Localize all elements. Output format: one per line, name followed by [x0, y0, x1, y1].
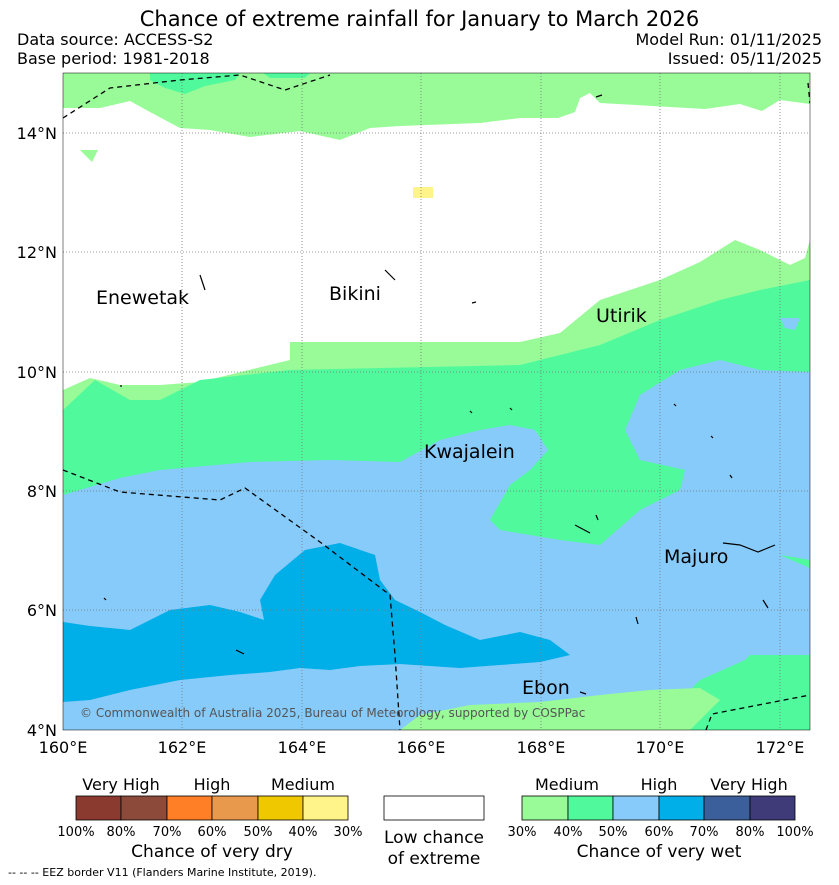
wet-pct-label: 70%: [690, 825, 719, 840]
lon-tick: 172°E: [756, 738, 805, 757]
lat-tick: 6°N: [27, 601, 57, 620]
place-label-ebon: Ebon: [522, 677, 570, 699]
lon-tick: 170°E: [636, 738, 685, 757]
wet-medium-region-south: [400, 688, 720, 730]
dry-pct-label: 40%: [289, 825, 318, 840]
dry-swatch: [302, 795, 349, 821]
dry-swatch: [120, 795, 168, 821]
lat-tick: 8°N: [27, 482, 57, 501]
lat-tick: 12°N: [17, 243, 57, 262]
wet-pct-label: 50%: [599, 825, 628, 840]
wet-swatch: [612, 795, 660, 821]
wet-medium-patch: [80, 150, 98, 162]
map-title: Chance of extreme rainfall for January t…: [139, 7, 700, 31]
dry-pct-label: 50%: [244, 825, 273, 840]
wet-pct-label: 30%: [508, 825, 537, 840]
wet-scale-title: Chance of very wet: [577, 842, 742, 862]
place-label-kwajalein: Kwajalein: [424, 441, 515, 463]
dry-pct-label: 80%: [107, 825, 136, 840]
eez-border: [63, 74, 810, 730]
wet-very-high-region: [63, 543, 570, 702]
place-label-majuro: Majuro: [664, 546, 728, 568]
wet-swatch: [521, 795, 569, 821]
dry-swatch: [166, 795, 213, 821]
dry-swatch: [257, 795, 304, 821]
map-plot-area: [63, 73, 810, 730]
wet-high-patch: [780, 318, 800, 330]
dry-pct-label: 30%: [334, 825, 363, 840]
dry-pct-label: 100%: [57, 825, 94, 840]
wet-medium-region-north: [63, 73, 810, 140]
eez-border-note: -- -- -- EEZ border V11 (Flanders Marine…: [8, 866, 317, 879]
wet-pct-label: 80%: [736, 825, 765, 840]
wet-colorbar: [521, 795, 796, 821]
lon-tick: 166°E: [397, 738, 446, 757]
issued-date: Issued: 05/11/2025: [667, 49, 822, 68]
neutral-label-line1: Low chance: [384, 828, 484, 848]
lon-tick: 168°E: [517, 738, 566, 757]
lon-tick: 162°E: [158, 738, 207, 757]
source-info: Data source: ACCESS-S2 Base period: 1981…: [17, 30, 213, 68]
dry-scale-title: Chance of very dry: [131, 842, 293, 862]
dry-pct-label: 70%: [153, 825, 182, 840]
dry-category-very-high: Very High: [82, 775, 159, 794]
lon-tick: 164°E: [278, 738, 327, 757]
dry-swatch: [211, 795, 259, 821]
copyright-notice: © Commonwealth of Australia 2025, Bureau…: [80, 706, 585, 720]
wet-category-high: High: [641, 775, 678, 794]
wet-category-very-high: Very High: [710, 775, 787, 794]
neutral-label-line2: of extreme: [388, 849, 481, 869]
wet-swatch: [703, 795, 751, 821]
dry-category-high: High: [194, 775, 231, 794]
place-label-utirik: Utirik: [596, 305, 647, 327]
dry-swatch: [75, 795, 122, 821]
dry-medium-patch: [413, 187, 433, 198]
neutral-swatch: [383, 795, 485, 821]
wet-pct-label: 100%: [776, 825, 813, 840]
dry-pct-label: 60%: [198, 825, 227, 840]
map-frame: [62, 72, 811, 731]
wet-swatch: [658, 795, 705, 821]
wet-pct-label: 60%: [645, 825, 674, 840]
lat-tick: 10°N: [17, 363, 57, 382]
model-run: Model Run: 01/11/2025: [635, 30, 823, 49]
place-label-enewetak: Enewetak: [96, 287, 189, 309]
lat-tick: 14°N: [17, 124, 57, 143]
lon-tick: 160°E: [39, 738, 88, 757]
place-label-bikini: Bikini: [329, 283, 381, 305]
islands: [103, 94, 776, 695]
wet-category-medium: Medium: [535, 775, 599, 794]
dry-category-medium: Medium: [271, 775, 335, 794]
wet-pct-label: 40%: [554, 825, 583, 840]
wet-swatch: [567, 795, 614, 821]
run-info: Model Run: 01/11/2025 Issued: 05/11/2025: [636, 30, 823, 68]
wet-high-region-north: [150, 73, 310, 94]
dry-colorbar: [75, 795, 349, 821]
lat-tick: 4°N: [27, 721, 57, 740]
data-source: Data source: ACCESS-S2: [17, 30, 214, 49]
base-period: Base period: 1981-2018: [17, 49, 210, 68]
wet-swatch: [749, 795, 796, 821]
